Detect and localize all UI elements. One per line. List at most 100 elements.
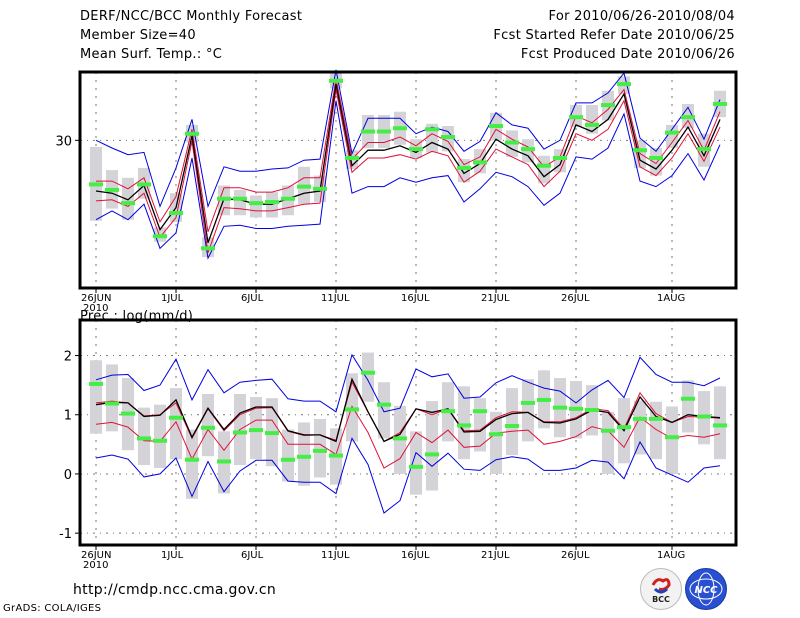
- bcc-logo-text: BCC: [652, 595, 670, 604]
- forecast-period: For 2010/06/26-2010/08/04: [548, 9, 735, 24]
- median-marker: [329, 78, 343, 83]
- y-tick-label: 1: [64, 409, 72, 424]
- ensemble-box: [138, 407, 150, 466]
- median-marker: [313, 186, 327, 191]
- median-marker: [617, 425, 631, 430]
- median-marker: [473, 409, 487, 414]
- median-marker: [681, 396, 695, 401]
- median-marker: [281, 196, 295, 201]
- x-tick-label: 26JUN: [81, 550, 111, 561]
- median-marker: [201, 246, 215, 251]
- upper-inner-line: [96, 78, 721, 232]
- median-marker: [105, 401, 119, 406]
- y-tick-label: -1: [59, 527, 72, 542]
- median-marker: [505, 423, 519, 428]
- median-marker: [185, 457, 199, 462]
- median-marker: [585, 122, 599, 127]
- median-marker: [409, 147, 423, 152]
- ensemble-box: [122, 177, 134, 220]
- ensemble-box: [490, 411, 502, 474]
- ensemble-box: [474, 398, 486, 452]
- grads-credit: GrADS: COLA/IGES: [3, 603, 102, 614]
- ensemble-box: [282, 429, 294, 482]
- x-tick-label: 21JUL: [481, 293, 510, 304]
- bcc-logo-icon: BCC: [651, 578, 671, 604]
- median-marker: [569, 406, 583, 411]
- y-tick-label: 0: [64, 468, 72, 483]
- median-marker: [649, 155, 663, 160]
- x-tick-label: 2010: [83, 560, 108, 571]
- source-url[interactable]: http://cmdp.ncc.cma.gov.cn: [73, 582, 276, 598]
- ensemble-box: [506, 388, 518, 455]
- median-marker: [505, 140, 519, 145]
- lower-inner-line: [95, 89, 721, 253]
- median-marker: [425, 452, 439, 457]
- ensemble-box: [362, 352, 374, 402]
- median-marker: [361, 129, 375, 134]
- ensemble-box: [170, 388, 182, 460]
- median-marker: [441, 135, 455, 140]
- median-marker: [489, 432, 503, 437]
- median-marker: [281, 457, 295, 462]
- ensemble-box: [314, 418, 326, 478]
- median-marker: [89, 182, 103, 187]
- median-marker: [713, 101, 727, 106]
- ensemble-box: [714, 386, 726, 460]
- chart-title: DERF/NCC/BCC Monthly Forecast: [80, 9, 303, 24]
- median-marker: [409, 464, 423, 469]
- median-marker: [553, 405, 567, 410]
- x-tick-label: 1JUL: [161, 550, 184, 561]
- ensemble-box: [426, 401, 438, 491]
- x-tick-label: 1JUL: [161, 293, 184, 304]
- lower-outer-line: [95, 437, 721, 514]
- median-marker: [297, 454, 311, 459]
- ensemble-box: [602, 411, 614, 474]
- median-marker: [569, 115, 583, 120]
- median-marker: [265, 431, 279, 436]
- median-marker: [361, 370, 375, 375]
- median-marker: [537, 163, 551, 168]
- ensemble-box: [458, 386, 470, 460]
- lower-inner-line: [95, 405, 721, 469]
- median-marker: [249, 428, 263, 433]
- ensemble-box: [650, 148, 662, 176]
- median-marker: [105, 187, 119, 192]
- bottom-variable-label: Prec.: log(mm/d): [80, 309, 194, 324]
- ncc-logo: NCC: [685, 568, 727, 610]
- ensemble-box: [538, 155, 550, 184]
- median-marker: [169, 415, 183, 420]
- median-marker: [697, 414, 711, 419]
- bcc-logo: BCC: [640, 568, 682, 610]
- forecast-produced-date: Fcst Produced Date 2010/06/26: [520, 47, 735, 62]
- median-marker: [633, 148, 647, 153]
- median-marker: [617, 82, 631, 87]
- median-marker: [137, 436, 151, 441]
- median-marker: [89, 381, 103, 386]
- member-size: Member Size=40: [80, 28, 196, 43]
- median-marker: [249, 201, 263, 206]
- median-marker: [313, 448, 327, 453]
- ensemble-box: [666, 406, 678, 474]
- x-tick-label: 26JUN: [81, 293, 111, 304]
- ensemble-box: [202, 394, 214, 457]
- median-marker: [265, 200, 279, 205]
- median-marker: [425, 127, 439, 132]
- median-marker: [441, 409, 455, 414]
- median-marker: [665, 435, 679, 440]
- ensemble-box: [410, 431, 422, 495]
- median-marker: [393, 436, 407, 441]
- median-marker: [377, 402, 391, 407]
- ensemble-box: [634, 400, 646, 455]
- ensemble-box: [378, 382, 390, 439]
- median-marker: [473, 160, 487, 165]
- x-tick-label: 16JUL: [401, 293, 430, 304]
- ensemble-mean-line: [95, 377, 721, 443]
- lower-outer-line: [95, 100, 721, 260]
- median-marker: [489, 124, 503, 128]
- median-marker: [681, 115, 695, 120]
- x-tick-label: 11JUL: [321, 293, 350, 304]
- x-tick-label: 1AUG: [657, 550, 685, 561]
- median-marker: [377, 129, 391, 134]
- median-marker: [137, 182, 151, 187]
- ensemble-box: [298, 422, 310, 486]
